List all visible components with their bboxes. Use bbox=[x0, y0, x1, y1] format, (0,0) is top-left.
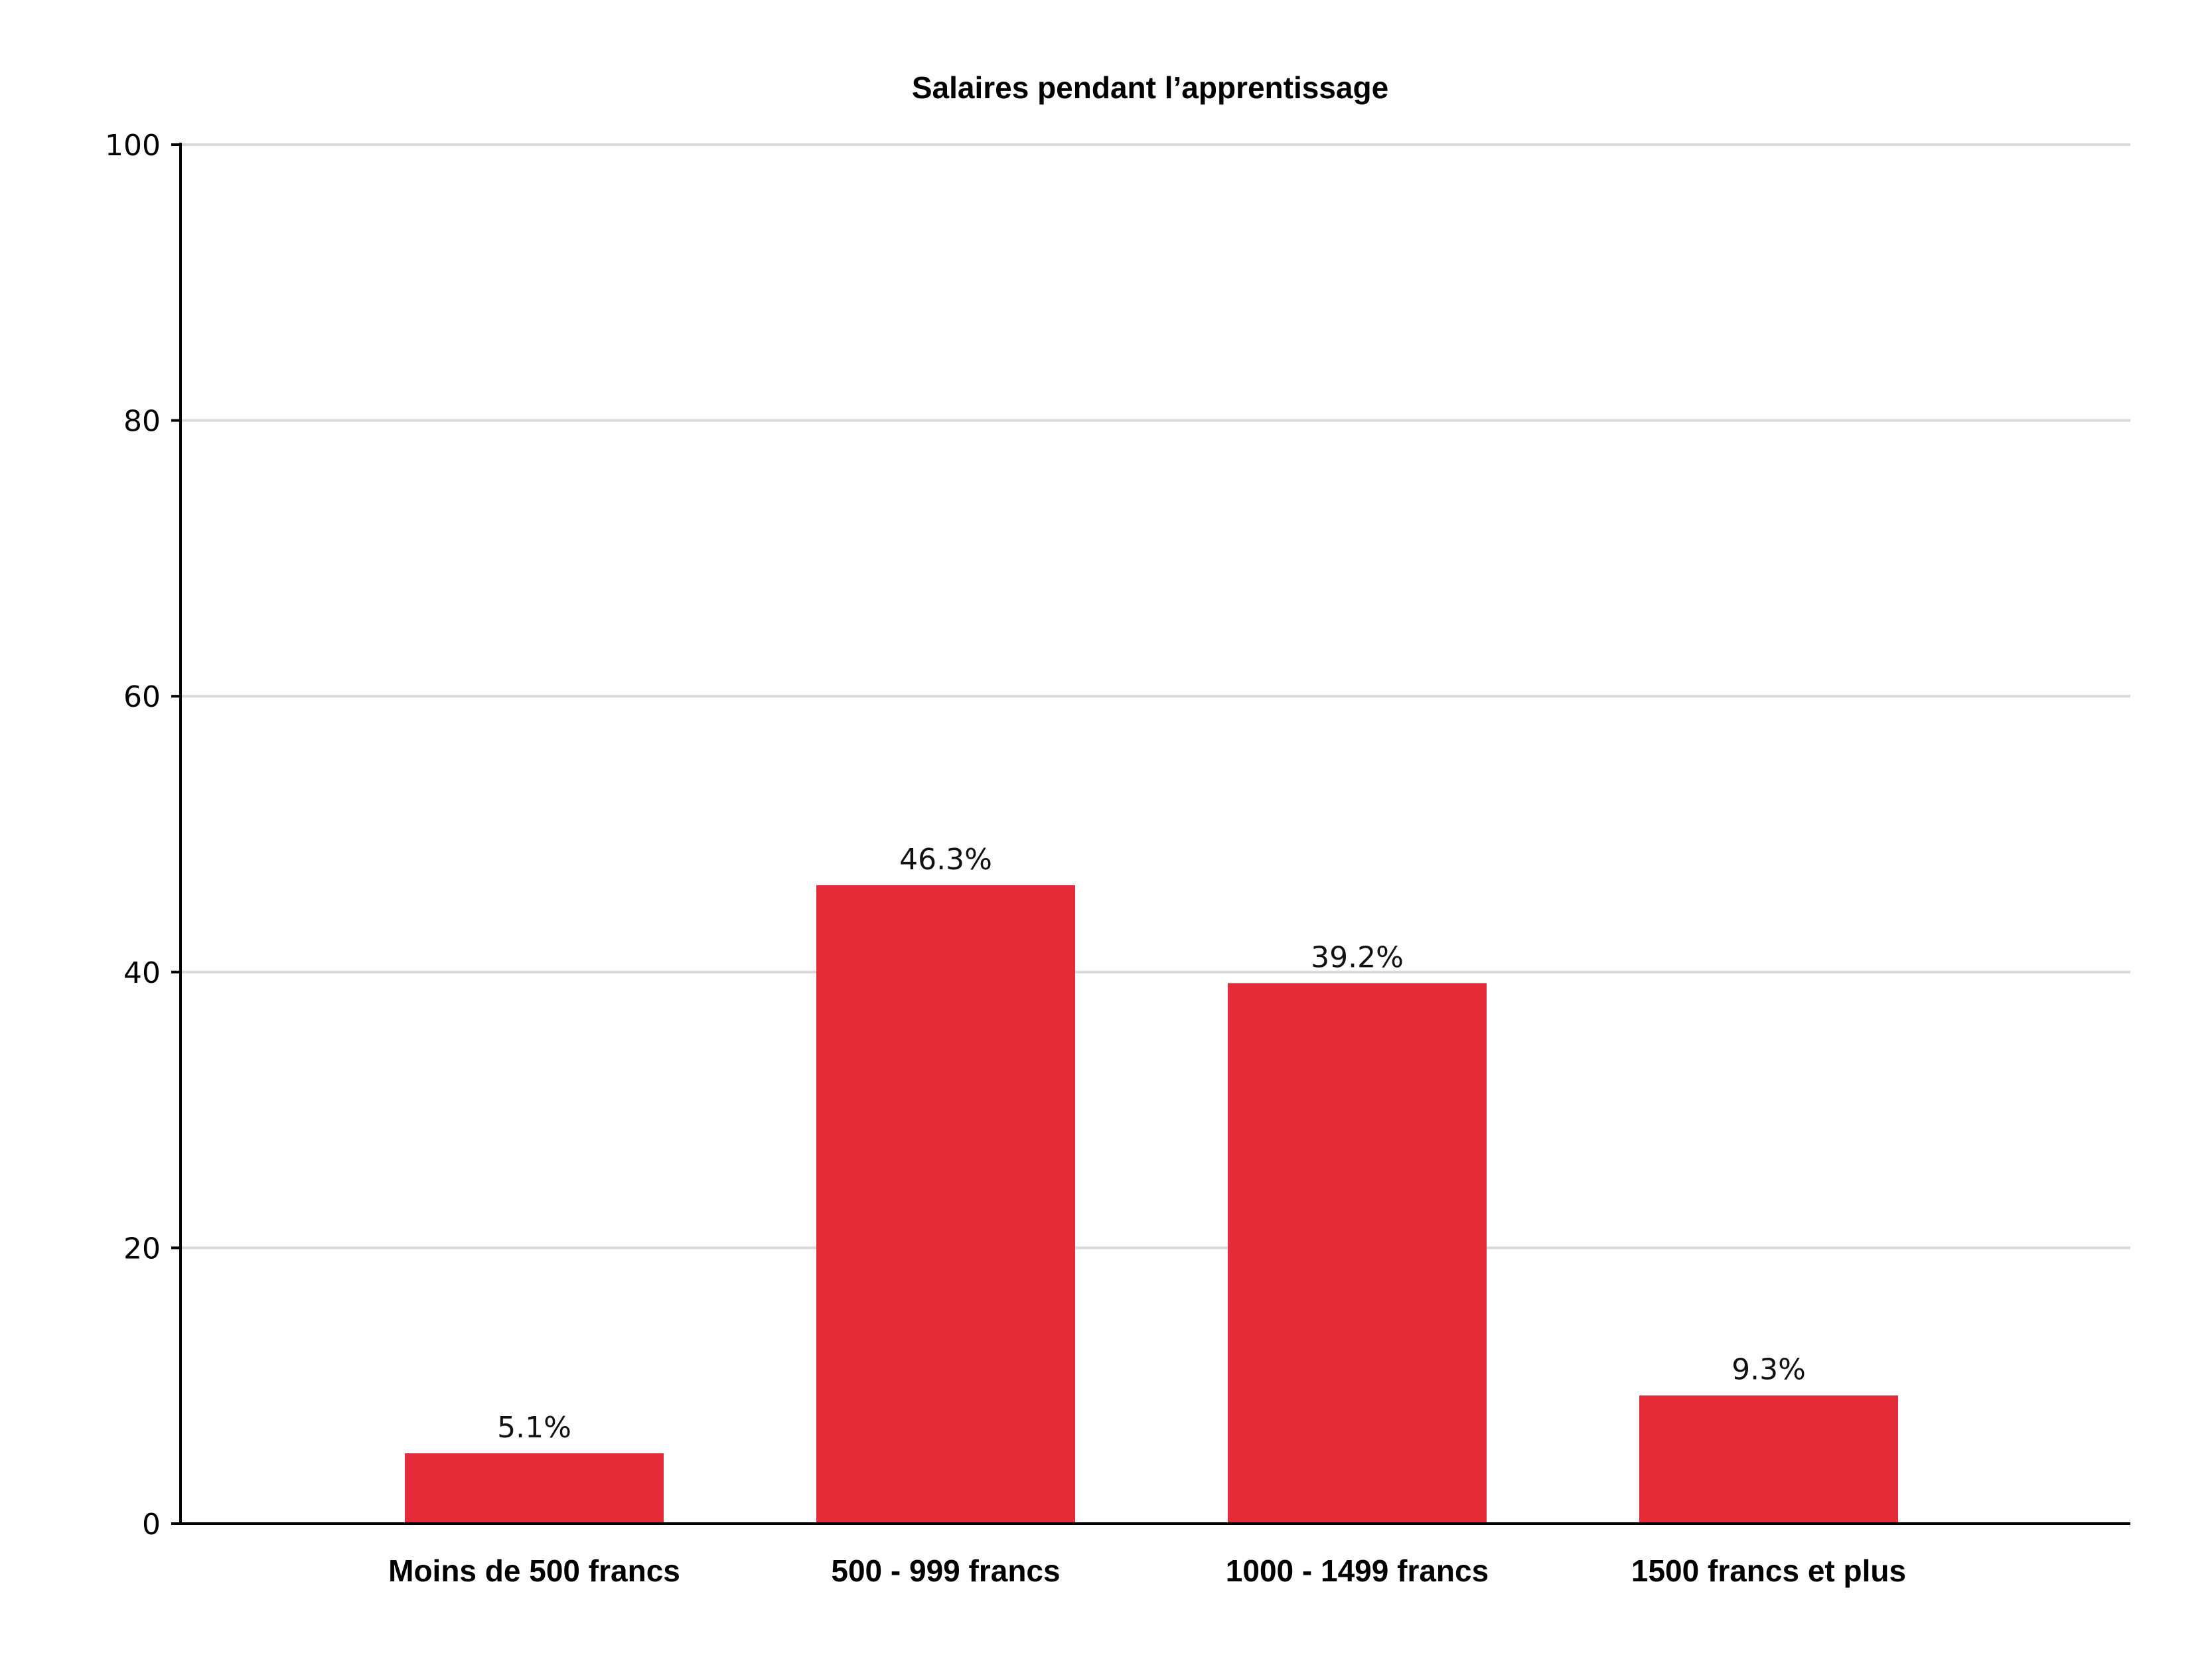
y-tick-label: 80 bbox=[123, 405, 161, 439]
bar bbox=[816, 885, 1075, 1524]
data-label: 9.3% bbox=[1732, 1353, 1806, 1387]
x-tick-label: 500 - 999 francs bbox=[831, 1553, 1060, 1588]
x-tick-label: Moins de 500 francs bbox=[388, 1553, 680, 1588]
y-tick-label: 60 bbox=[123, 680, 161, 714]
x-tick-label: 1000 - 1499 francs bbox=[1226, 1553, 1489, 1588]
x-axis-ticks: Moins de 500 francs 500 - 999 francs 1000 … bbox=[388, 1553, 1906, 1588]
y-tick-label: 100 bbox=[105, 129, 161, 163]
y-tick-label: 20 bbox=[123, 1232, 161, 1265]
data-label: 5.1% bbox=[497, 1411, 571, 1445]
bar bbox=[405, 1453, 664, 1524]
data-label: 46.3% bbox=[899, 843, 992, 877]
data-labels: 5.1% 46.3% 39.2% 9.3% bbox=[497, 843, 1806, 1445]
x-tick-label: 1500 francs et plus bbox=[1631, 1553, 1906, 1588]
chart-title: Salaires pendant l’apprentissage bbox=[912, 70, 1388, 105]
bars bbox=[405, 885, 1898, 1524]
y-axis-ticks: 0 20 40 60 80 100 bbox=[105, 129, 181, 1542]
y-tick-label: 0 bbox=[142, 1508, 161, 1542]
y-tick-label: 40 bbox=[123, 956, 161, 990]
bar bbox=[1228, 983, 1487, 1524]
bar bbox=[1639, 1395, 1898, 1524]
data-label: 39.2% bbox=[1311, 940, 1404, 974]
gridlines bbox=[181, 143, 2130, 1250]
